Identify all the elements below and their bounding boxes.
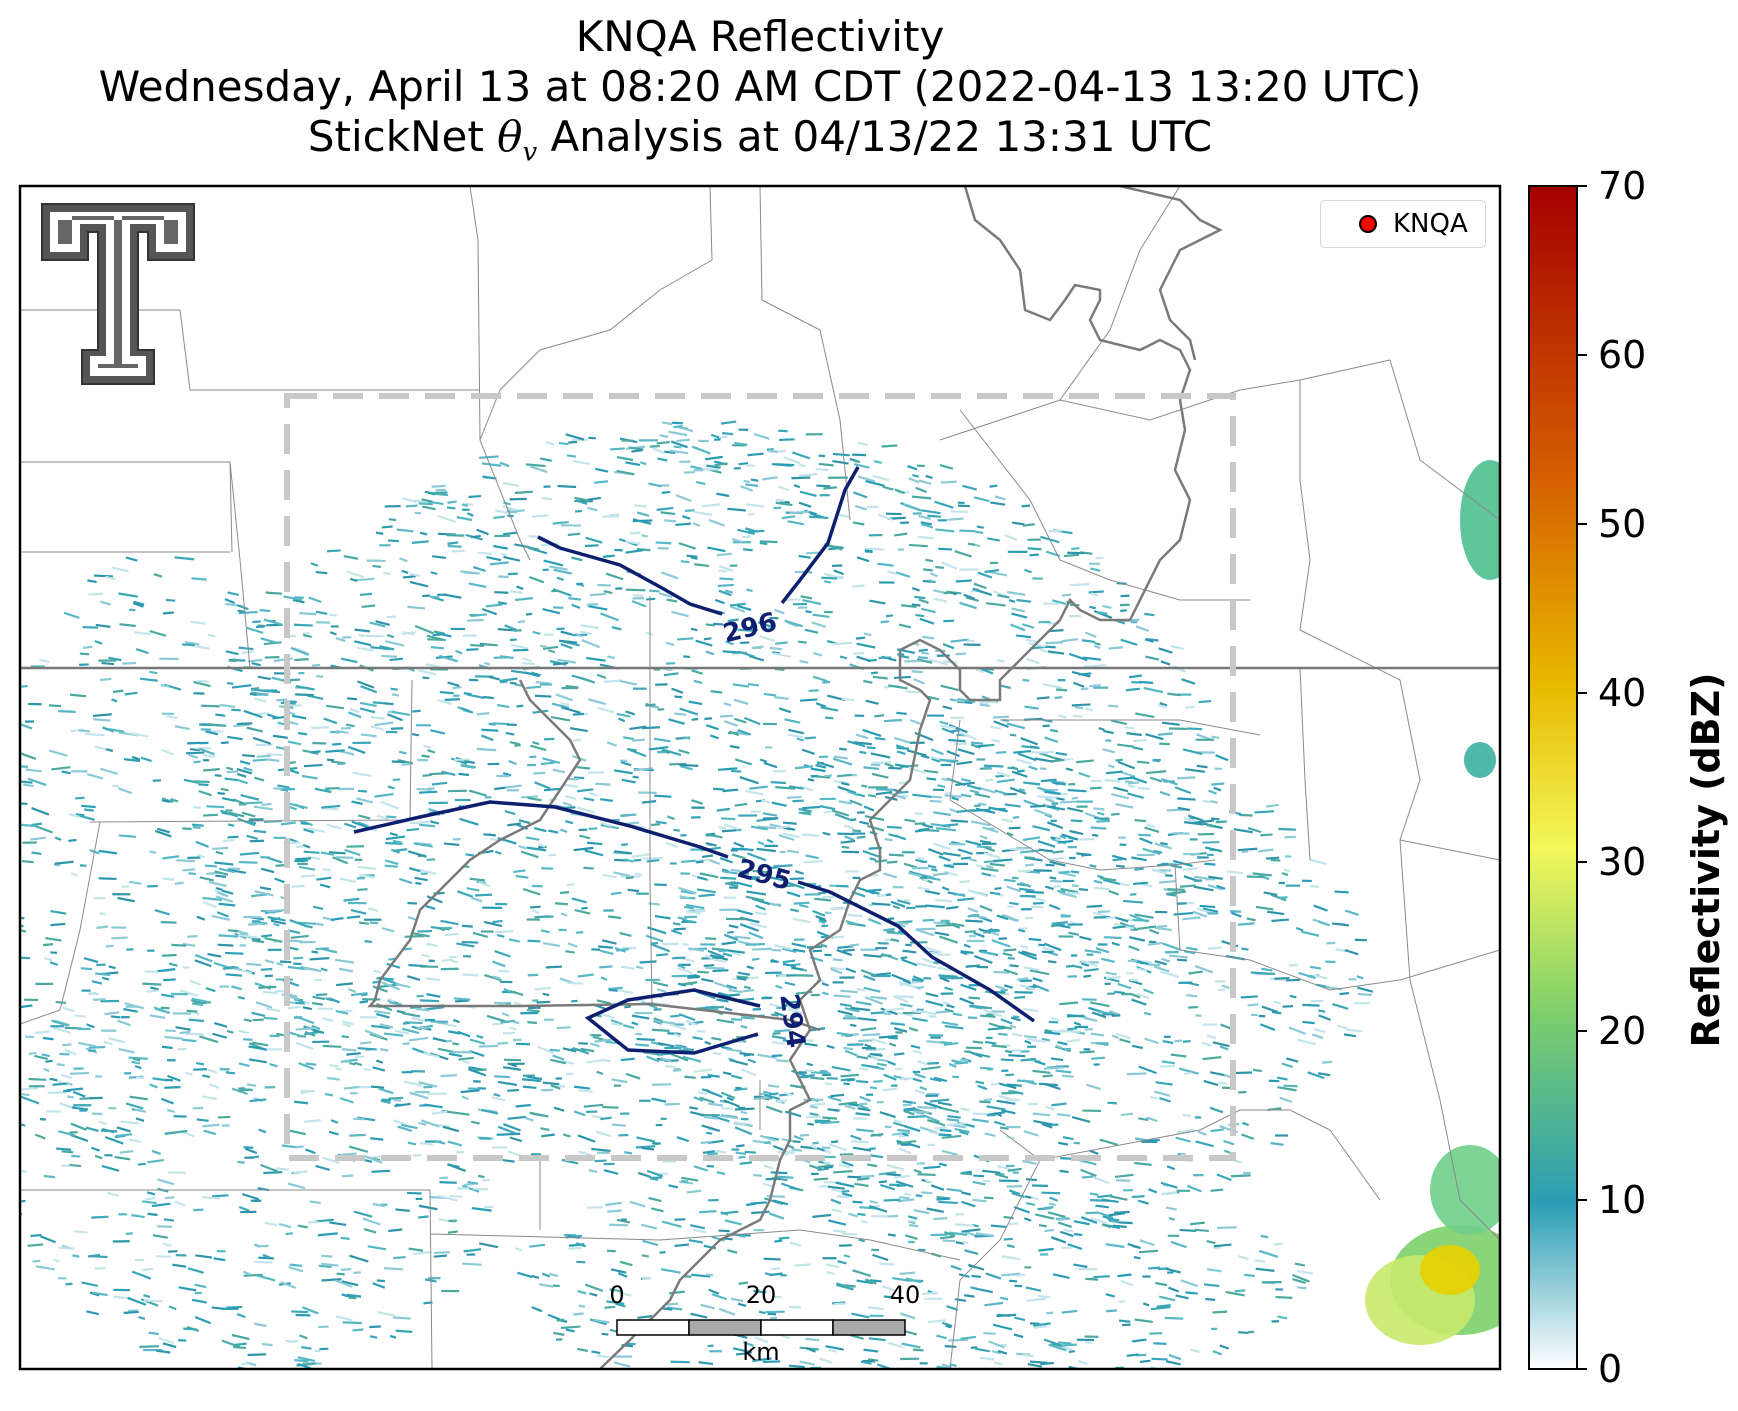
theta-v-contours	[353, 466, 1036, 1055]
contour-label-294: 294	[773, 992, 810, 1050]
title-line-3: StickNet θv Analysis at 04/13/22 13:31 U…	[20, 112, 1500, 177]
contour-294-line	[584, 988, 761, 1055]
analysis-domain-box	[284, 393, 1236, 1161]
county-boundaries	[20, 186, 1500, 1369]
colorbar-tick-label-30: 30	[1598, 840, 1647, 884]
reflectivity-echoes	[20, 420, 1500, 1369]
contour-296-line-right	[780, 466, 860, 605]
contour-296-line	[537, 535, 723, 616]
contour-label-295: 295	[734, 854, 794, 897]
colorbar-label: Reflectivity (dBZ)	[1684, 672, 1728, 1048]
scalebar-label-40: 40	[889, 1281, 921, 1309]
texas-tech-double-t-logo-icon	[41, 203, 195, 385]
title-line-3-suffix: Analysis at 04/13/22 13:31 UTC	[537, 112, 1213, 161]
colorbar-tick-label-50: 50	[1598, 502, 1647, 546]
knqa-marker-icon	[1359, 215, 1377, 233]
scalebar-label-0: 0	[609, 1281, 625, 1309]
title-line-2: Wednesday, April 13 at 08:20 AM CDT (202…	[98, 62, 1422, 111]
colorbar-tick-label-0: 0	[1598, 1347, 1623, 1391]
contour-295-line	[353, 800, 729, 859]
colorbar-ticks	[1577, 185, 1587, 1370]
contour-295-line-right	[797, 880, 1036, 1023]
legend: KNQA	[1320, 200, 1486, 248]
rivers	[367, 186, 1223, 1369]
title-line-3-prefix: StickNet	[307, 112, 498, 161]
colorbar	[1528, 185, 1578, 1370]
title-line-1: KNQA Reflectivity	[575, 12, 945, 61]
scalebar-label-20: 20	[745, 1281, 777, 1309]
colorbar-tick-label-40: 40	[1598, 671, 1647, 715]
colorbar-tick-label-20: 20	[1598, 1009, 1647, 1053]
colorbar-tick-label-70: 70	[1598, 164, 1647, 208]
theta-symbol: θ	[497, 112, 523, 161]
legend-label: KNQA	[1393, 209, 1468, 239]
contour-label-296: 296	[720, 607, 780, 649]
scalebar-unit: km	[742, 1338, 780, 1366]
map-frame	[18, 184, 1502, 1371]
scale-bar	[616, 1319, 906, 1336]
colorbar-tick-label-60: 60	[1598, 333, 1647, 377]
figure-title: KNQA Reflectivity Wednesday, April 13 at…	[20, 12, 1500, 177]
colorbar-tick-label-10: 10	[1598, 1178, 1647, 1222]
theta-subscript: v	[522, 137, 538, 168]
